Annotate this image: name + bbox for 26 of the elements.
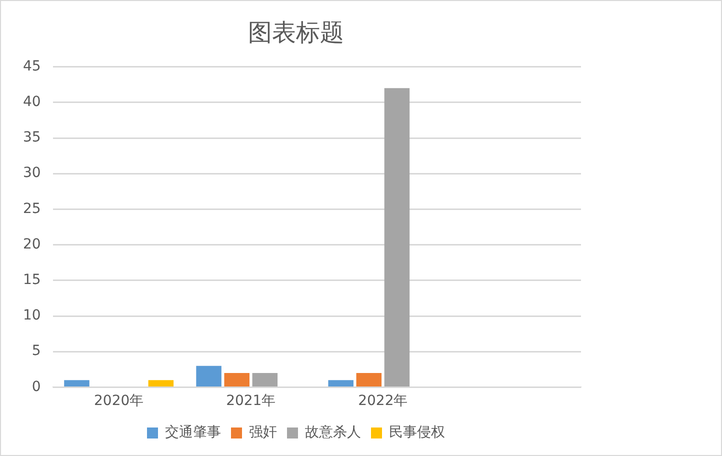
y-tick-label: 15	[22, 272, 41, 288]
y-tick-label: 0	[32, 378, 41, 395]
y-tick-label: 25	[22, 200, 41, 217]
bar	[224, 372, 250, 386]
y-tick-label: 30	[22, 165, 41, 182]
y-tick-label: 5	[32, 343, 41, 360]
y-tick-label: 45	[22, 58, 41, 74]
legend-label: 交通肇事	[165, 424, 221, 441]
x-tick-label: 2022年	[358, 393, 408, 410]
y-tick-label: 20	[22, 236, 41, 252]
bar	[252, 372, 278, 386]
bar	[196, 366, 222, 386]
bar	[384, 88, 410, 386]
bar	[328, 380, 354, 386]
x-tick-label: 2021年	[226, 393, 276, 410]
legend-label: 强奸	[249, 424, 277, 441]
bar	[148, 380, 174, 386]
y-tick-label: 10	[22, 308, 41, 324]
y-tick-label: 40	[22, 94, 41, 110]
chart-title: 图表标题	[248, 18, 344, 47]
bar	[356, 372, 382, 386]
y-tick-label: 35	[22, 130, 41, 146]
bar	[64, 380, 90, 386]
x-tick-label: 2020年	[94, 393, 144, 410]
legend-label: 民事侵权	[389, 424, 445, 441]
legend-label: 故意杀人	[305, 424, 361, 441]
